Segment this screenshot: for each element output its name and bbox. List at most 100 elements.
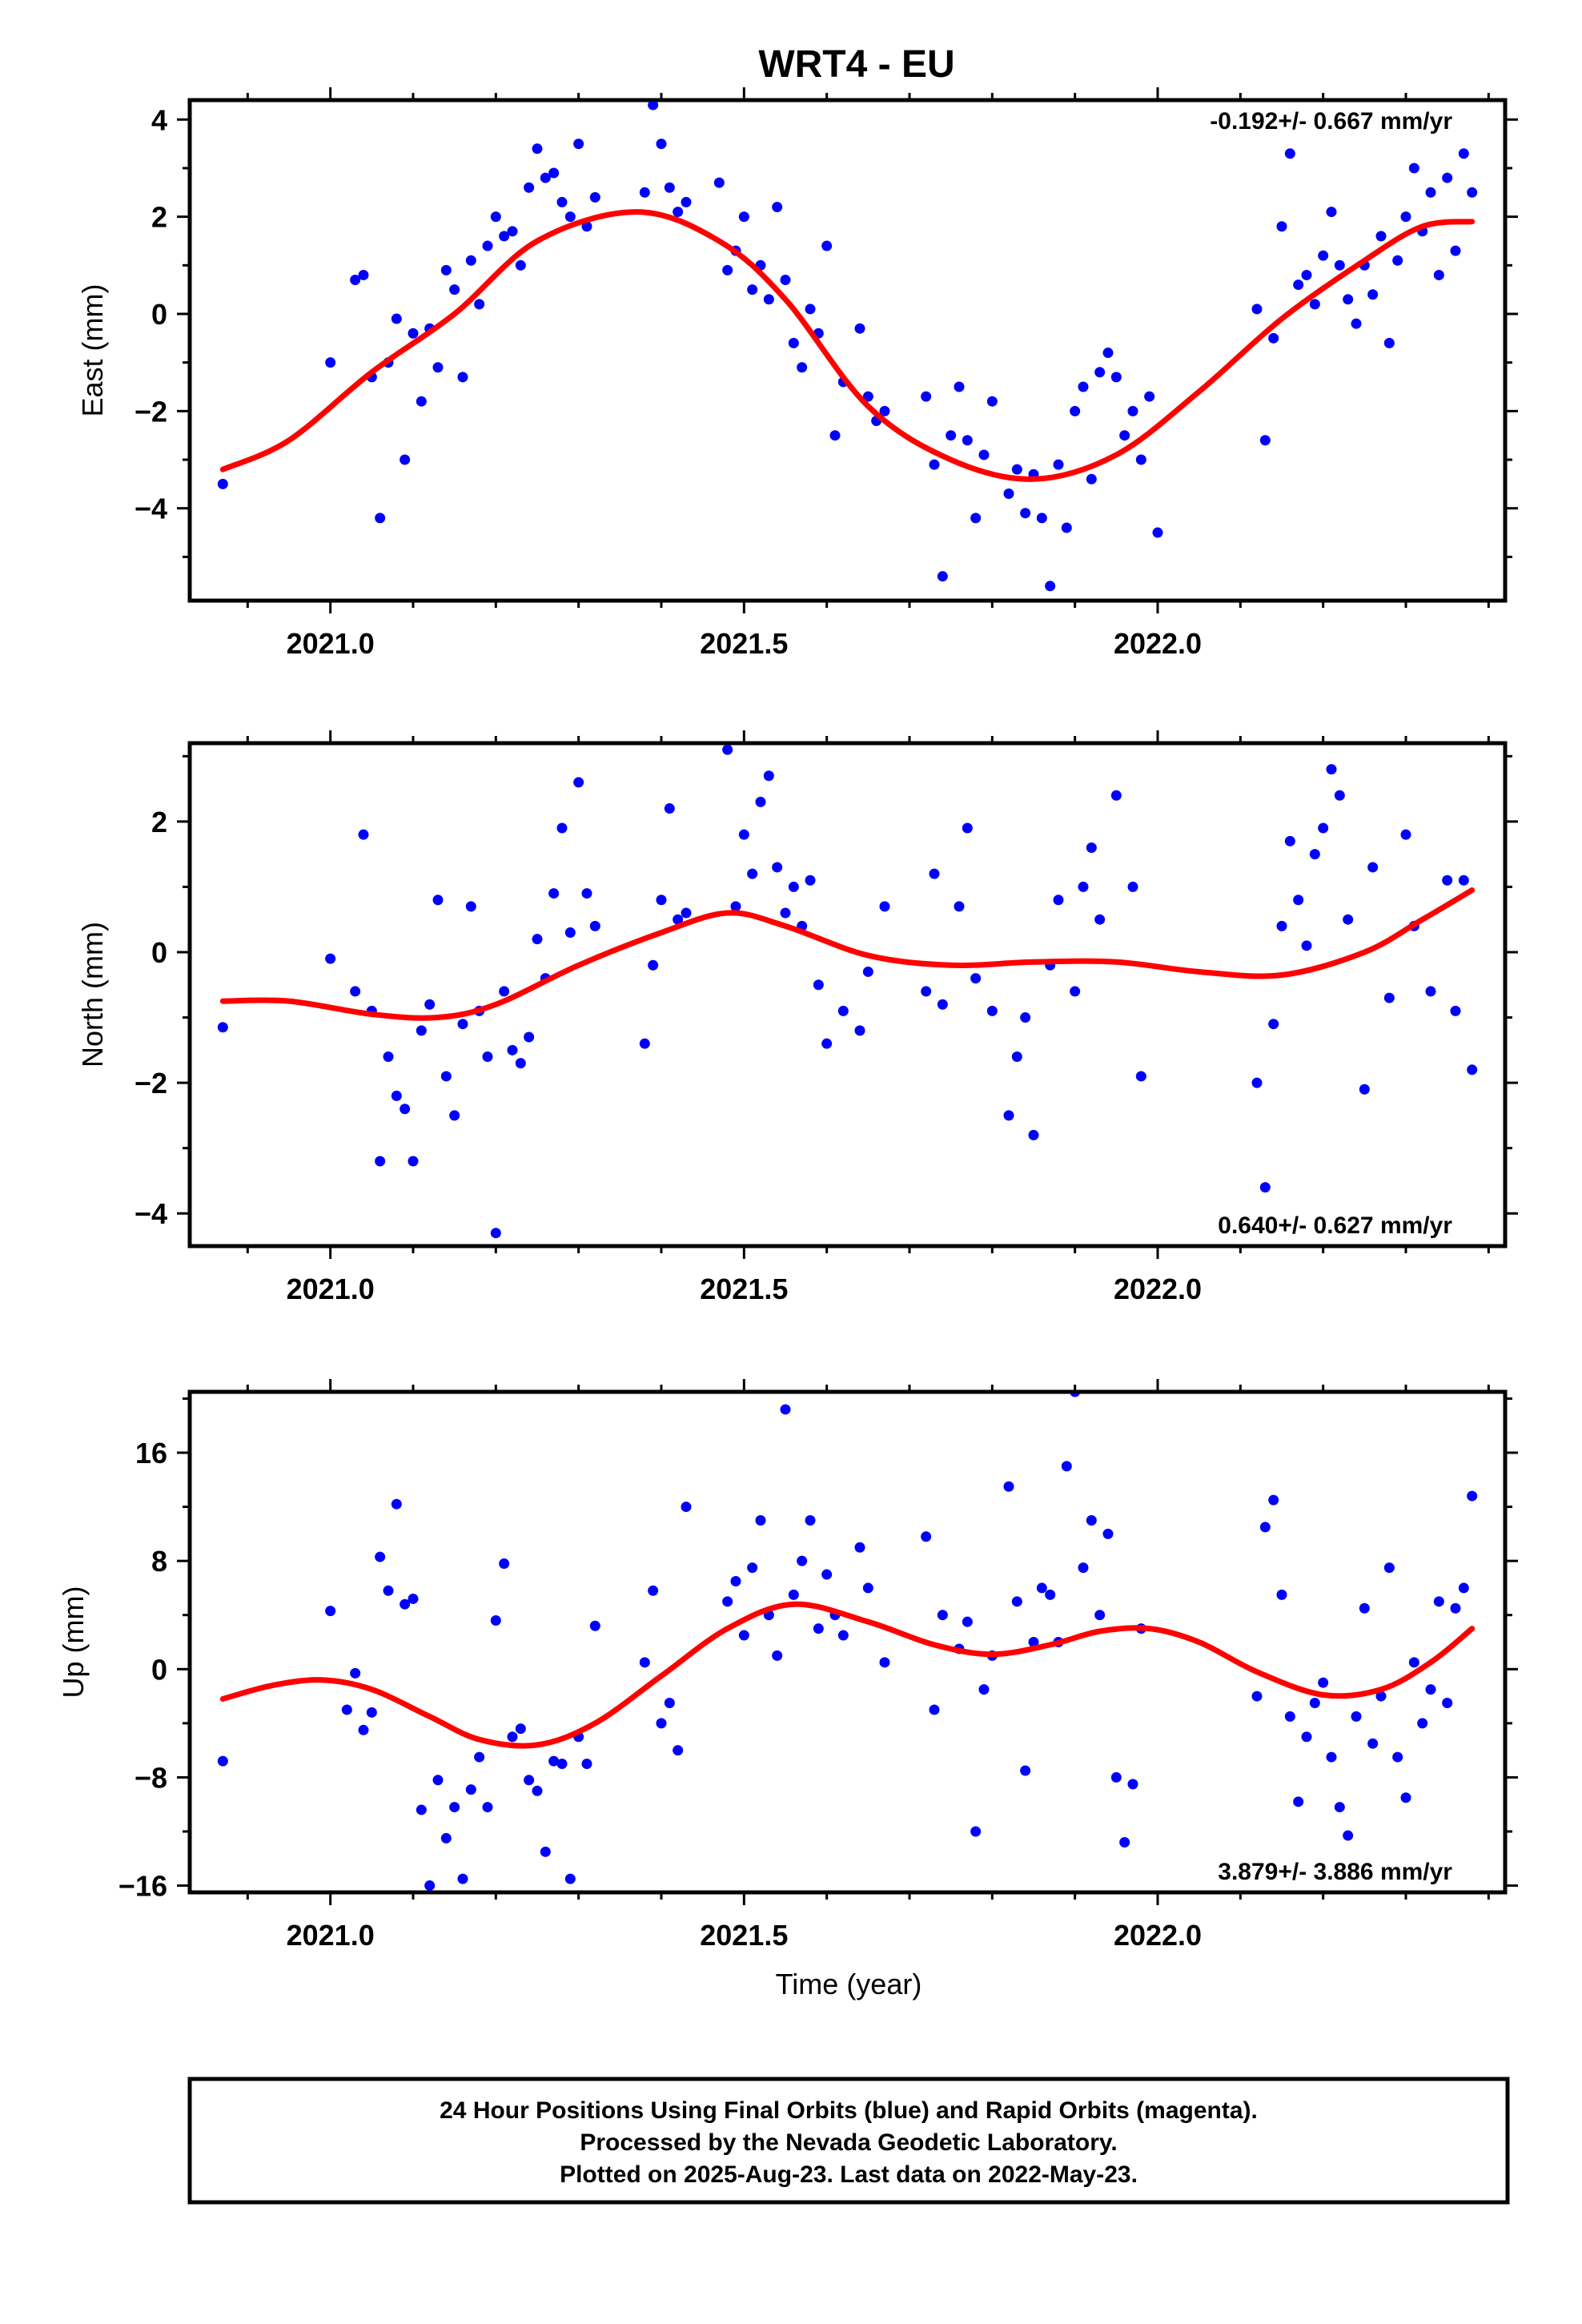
north-data-point bbox=[1011, 1051, 1022, 1062]
north-data-point bbox=[1110, 790, 1122, 801]
north-data-point bbox=[408, 1156, 419, 1167]
east-data-point bbox=[482, 240, 493, 251]
east-data-point bbox=[1375, 231, 1387, 242]
up-data-point bbox=[391, 1498, 402, 1510]
up-data-point bbox=[482, 1802, 493, 1813]
up-data-point bbox=[540, 1846, 551, 1857]
up-data-point bbox=[1268, 1494, 1279, 1506]
up-data-point bbox=[325, 1606, 336, 1617]
north-data-point bbox=[1293, 895, 1304, 906]
up-x-tick-label: 2021.0 bbox=[287, 1919, 375, 1952]
north-data-point bbox=[937, 999, 948, 1010]
east-data-point bbox=[474, 299, 485, 310]
north-y-tick-label: 0 bbox=[151, 936, 167, 969]
up-data-point bbox=[1070, 1393, 1080, 1397]
north-data-point bbox=[1318, 822, 1329, 834]
east-rate-annotation: -0.192+/- 0.667 mm/yr bbox=[1210, 108, 1452, 135]
east-data-point bbox=[416, 396, 427, 407]
up-data-point bbox=[515, 1723, 526, 1735]
up-y-tick-label: 16 bbox=[135, 1437, 167, 1470]
up-data-point bbox=[465, 1784, 476, 1795]
up-data-point bbox=[1127, 1779, 1138, 1790]
east-data-point bbox=[1351, 318, 1362, 329]
north-plot-frame bbox=[187, 741, 1508, 1248]
up-x-tick-label: 2022.0 bbox=[1114, 1919, 1202, 1952]
north-data-point bbox=[1442, 875, 1453, 886]
up-data-point bbox=[1417, 1718, 1428, 1729]
north-data-point bbox=[589, 920, 600, 931]
up-y-tick-label: −16 bbox=[118, 1870, 167, 1903]
north-data-point bbox=[970, 973, 982, 984]
east-data-point bbox=[573, 139, 584, 150]
north-data-point bbox=[564, 927, 576, 939]
north-data-point bbox=[1251, 1077, 1263, 1088]
east-data-point bbox=[1003, 489, 1014, 500]
north-data-point bbox=[1127, 881, 1138, 892]
east-data-point bbox=[946, 430, 957, 441]
east-data-point bbox=[722, 264, 733, 275]
north-data-point bbox=[1078, 881, 1089, 892]
east-plot-area bbox=[217, 102, 1478, 592]
up-panel: 2021.0 2021.5 2022.0 −16 −8 0 8 16 Up (mm) 3.879+… bbox=[57, 1379, 1518, 1952]
east-data-point bbox=[375, 513, 386, 524]
north-data-point bbox=[1276, 920, 1287, 931]
up-data-point bbox=[854, 1542, 865, 1553]
north-data-point bbox=[954, 901, 965, 912]
east-data-point bbox=[1458, 148, 1469, 159]
north-data-point bbox=[457, 1019, 468, 1030]
up-data-point bbox=[1433, 1596, 1444, 1607]
east-y-tick-label: −2 bbox=[135, 395, 167, 428]
east-data-point bbox=[1259, 435, 1271, 446]
north-data-point bbox=[375, 1156, 386, 1167]
north-data-point bbox=[1020, 1012, 1031, 1023]
north-y-axis-label: North (mm) bbox=[76, 922, 109, 1068]
north-rate-annotation: 0.640+/- 0.627 mm/yr bbox=[1218, 1212, 1452, 1239]
east-y-axis-label: East (mm) bbox=[76, 284, 109, 417]
north-data-point bbox=[837, 1005, 849, 1016]
up-plot-frame bbox=[187, 1389, 1508, 1895]
east-data-point bbox=[1011, 464, 1022, 475]
north-data-point bbox=[490, 1228, 501, 1239]
up-data-point bbox=[1276, 1589, 1287, 1600]
up-data-point bbox=[457, 1873, 468, 1884]
north-data-point bbox=[986, 1005, 998, 1016]
north-data-point bbox=[1425, 986, 1436, 997]
east-x-tick-label: 2022.0 bbox=[1114, 627, 1202, 660]
up-data-point bbox=[970, 1826, 982, 1837]
east-data-point bbox=[1367, 289, 1379, 300]
east-data-point bbox=[1020, 508, 1031, 519]
up-data-point bbox=[879, 1657, 890, 1668]
east-data-point bbox=[879, 405, 890, 416]
east-data-point bbox=[862, 391, 873, 402]
north-data-point bbox=[1367, 862, 1379, 873]
north-fit-curve bbox=[219, 887, 1476, 1021]
up-data-point bbox=[862, 1582, 873, 1594]
up-data-point bbox=[1003, 1481, 1014, 1492]
chart-title: WRT4 - EU bbox=[758, 43, 954, 86]
east-data-point bbox=[400, 454, 411, 465]
east-data-point bbox=[681, 196, 692, 207]
north-data-point bbox=[383, 1051, 394, 1062]
north-y-tick-label: −2 bbox=[135, 1067, 167, 1100]
east-data-point bbox=[1268, 332, 1279, 344]
up-data-point bbox=[673, 1745, 684, 1756]
east-data-point bbox=[1343, 294, 1354, 305]
up-y-axis-label: Up (mm) bbox=[57, 1586, 90, 1699]
up-data-point bbox=[440, 1832, 452, 1844]
up-data-point bbox=[474, 1751, 485, 1763]
up-data-point bbox=[1094, 1610, 1106, 1621]
north-data-point bbox=[499, 986, 510, 997]
north-data-point bbox=[1259, 1182, 1271, 1193]
north-data-point bbox=[813, 979, 824, 991]
north-data-point bbox=[1359, 1084, 1370, 1095]
up-data-point bbox=[780, 1404, 791, 1415]
east-data-point bbox=[391, 313, 402, 324]
north-data-point bbox=[507, 1044, 518, 1055]
north-data-point bbox=[1284, 835, 1295, 846]
footer-line-3: Plotted on 2025-Aug-23. Last data on 202… bbox=[560, 2161, 1138, 2188]
east-data-point bbox=[1309, 299, 1320, 310]
up-data-point bbox=[383, 1585, 394, 1596]
up-data-point bbox=[1045, 1589, 1056, 1600]
north-data-point bbox=[556, 822, 568, 834]
north-data-point bbox=[1003, 1110, 1014, 1121]
